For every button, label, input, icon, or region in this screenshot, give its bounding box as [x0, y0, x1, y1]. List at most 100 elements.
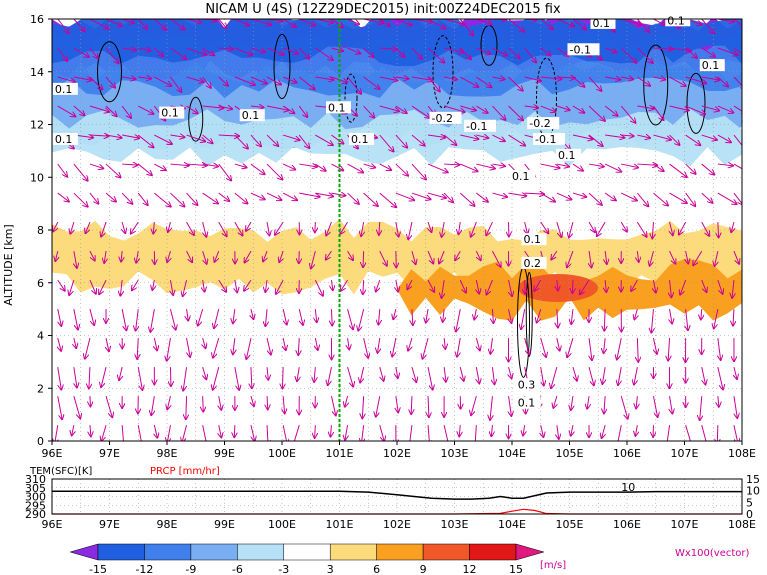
wind-vector: [250, 163, 265, 174]
colorbar-tick-labels: -15 -12 -9 -6 -3 3 6 9 12 15: [89, 563, 523, 575]
wind-vector: [136, 251, 138, 263]
wind-vector: [132, 279, 139, 290]
wind-vector: [669, 48, 691, 51]
wind-vector: [617, 338, 622, 359]
wind-vector: [121, 425, 124, 441]
wind-vector: [588, 105, 605, 121]
wind-vector: [57, 76, 75, 82]
surface-x-tick-label: 96E: [42, 518, 63, 531]
wind-vector: [634, 367, 637, 384]
surface-x-tick-label: 99E: [214, 518, 235, 531]
wind-vector: [104, 251, 106, 263]
colorbar-segment: [469, 543, 517, 561]
contour-label: -0.1: [535, 133, 556, 146]
wind-vector: [441, 221, 444, 237]
wind-vector: [508, 105, 523, 120]
wind-vector: [508, 76, 523, 91]
wind-vector: [395, 192, 414, 200]
wind-vector: [486, 221, 493, 235]
surface-left-tick-label: 310: [25, 473, 46, 486]
contour-label-group: 0.10.1 0.10.10.1 0.1-0.2-0.1 -0.2-0.10.10.1…: [52, 14, 725, 410]
wind-vector: [167, 425, 170, 441]
wind-vector: [588, 134, 603, 146]
wind-vector: [636, 396, 637, 408]
contour-line: [188, 96, 204, 142]
wind-vector: [293, 425, 300, 441]
contour-label: 0.1: [328, 101, 346, 114]
wind-vector: [718, 396, 719, 407]
wind-vector: [186, 19, 201, 22]
wind-vector: [214, 309, 220, 328]
wind-vector: [57, 367, 62, 389]
wind-vector: [693, 250, 703, 265]
wind-vector: [182, 425, 188, 441]
wind-vector: [717, 192, 737, 204]
wind-vector: [250, 19, 271, 25]
wind-vector: [73, 163, 88, 181]
wind-vector: [653, 19, 665, 25]
wind-vector: [89, 163, 103, 168]
wind-vector: [85, 221, 91, 233]
contour-label-background: [527, 117, 560, 130]
wind-vector: [106, 338, 109, 351]
wind-vector: [283, 338, 286, 350]
wind-vector: [234, 192, 248, 203]
wind-vector: [588, 367, 594, 385]
wind-vector: [733, 425, 738, 441]
wind-vector: [571, 425, 573, 435]
wind-vector: [540, 221, 549, 233]
surface-x-tick-label: 100E: [268, 518, 296, 531]
contour-line: [97, 41, 122, 103]
wind-vector: [170, 164, 188, 166]
wind-vector: [53, 221, 59, 231]
wind-vector: [618, 367, 621, 385]
main-x-tick-label: 107E: [671, 447, 699, 460]
wind-vector: [73, 19, 85, 32]
wind-vector: [685, 425, 692, 441]
wind-vector: [652, 222, 653, 238]
wind-vector: [85, 338, 91, 359]
wind-vector: [154, 192, 170, 207]
wind-vector: [427, 192, 446, 198]
surface-right-tick-label: 0: [746, 508, 753, 521]
colorbar-right-cap: [515, 543, 545, 561]
main-x-tick-label: 102E: [383, 447, 411, 460]
wind-vector: [298, 76, 314, 89]
wind-vector: [121, 309, 126, 330]
wind-vector: [101, 221, 107, 236]
wind-vector: [540, 77, 562, 79]
wind-vector: [379, 425, 384, 441]
upper-layer-1: [52, 19, 742, 67]
wind-vector: [315, 222, 316, 232]
colorbar-tick-label: -6: [232, 563, 243, 575]
wind-vector: [701, 192, 713, 203]
wind-vector: [540, 192, 555, 202]
wind-vector: [218, 19, 227, 28]
wind-vector: [379, 192, 396, 207]
main-y-tick-label: 4: [37, 330, 44, 343]
wind-vector: [679, 221, 687, 234]
wind-vector: [218, 192, 229, 201]
wind-vector: [409, 425, 413, 441]
wind-vector: [70, 221, 74, 234]
wind-vector: [476, 47, 490, 54]
wind-vector: [443, 425, 449, 441]
wind-vector: [218, 279, 226, 292]
wind-vector: [407, 279, 413, 289]
surface-right-tick-label: 10: [746, 485, 760, 498]
wind-vector: [105, 19, 122, 26]
wind-vector: [234, 221, 243, 235]
wind-vector: [202, 192, 218, 203]
wind-vector: [73, 77, 92, 80]
wind-vector: [476, 19, 491, 24]
wind-vector: [733, 396, 737, 418]
wind-vector: [396, 221, 399, 236]
wind-vector: [99, 279, 107, 294]
wind-vector: [202, 221, 207, 237]
wind-vector: [154, 76, 171, 86]
wind-vector: [393, 309, 396, 319]
wind-vector: [637, 76, 650, 86]
wind-vector: [72, 425, 74, 435]
surface-x-tick-label: 106E: [613, 518, 641, 531]
wind-vector: [474, 309, 476, 319]
